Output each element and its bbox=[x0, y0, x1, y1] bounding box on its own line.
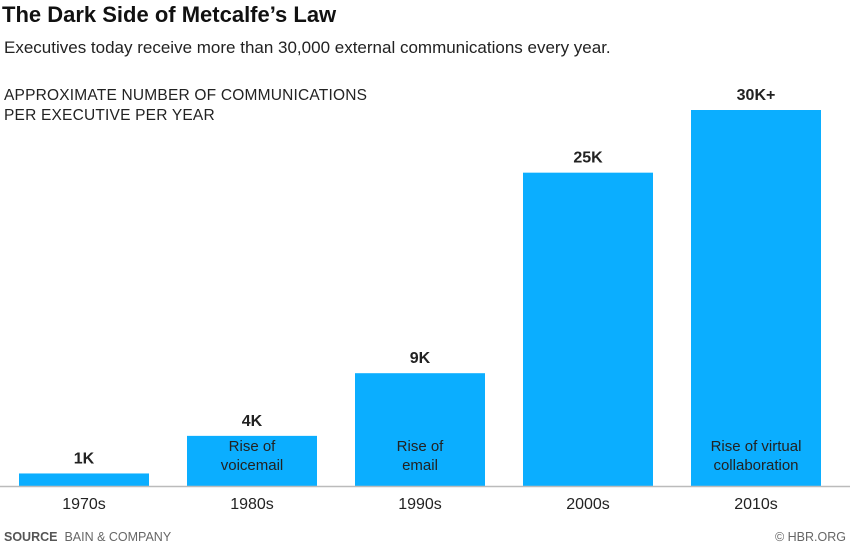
bar-annotation: collaboration bbox=[713, 457, 798, 474]
data-label: 1K bbox=[74, 450, 95, 467]
source-label: SOURCE bbox=[4, 530, 58, 544]
credit: © HBR.ORG bbox=[774, 530, 846, 544]
data-label: 9K bbox=[410, 350, 431, 367]
x-tick-label: 1980s bbox=[230, 496, 274, 513]
data-label: 25K bbox=[573, 150, 603, 167]
bar-annotation: Rise of bbox=[229, 438, 277, 455]
source-text: BAIN & COMPANY bbox=[64, 530, 172, 544]
bar-annotation: Rise of bbox=[397, 438, 445, 455]
bar-annotation: email bbox=[402, 457, 438, 474]
x-tick-label: 1990s bbox=[398, 496, 442, 513]
bar bbox=[19, 473, 149, 486]
bar-annotation: voicemail bbox=[221, 457, 284, 474]
y-axis-label-line: PER EXECUTIVE PER YEAR bbox=[4, 107, 215, 124]
bar bbox=[355, 373, 485, 486]
y-axis-label-line: APPROXIMATE NUMBER OF COMMUNICATIONS bbox=[4, 87, 368, 104]
x-tick-label: 2010s bbox=[734, 496, 778, 513]
data-label: 4K bbox=[242, 413, 263, 430]
chart-title: The Dark Side of Metcalfe’s Law bbox=[2, 2, 337, 27]
data-label: 30K+ bbox=[737, 87, 776, 104]
x-tick-label: 2000s bbox=[566, 496, 610, 513]
y-axis-label: APPROXIMATE NUMBER OF COMMUNICATIONS PER… bbox=[4, 86, 367, 126]
chart-subtitle: Executives today receive more than 30,00… bbox=[4, 38, 611, 57]
bar-annotation: Rise of virtual bbox=[711, 438, 802, 455]
x-tick-label: 1970s bbox=[62, 496, 106, 513]
bar bbox=[187, 435, 317, 486]
bar bbox=[691, 110, 821, 486]
bar bbox=[523, 172, 653, 486]
source-note: SOURCE BAIN & COMPANY bbox=[4, 530, 171, 544]
